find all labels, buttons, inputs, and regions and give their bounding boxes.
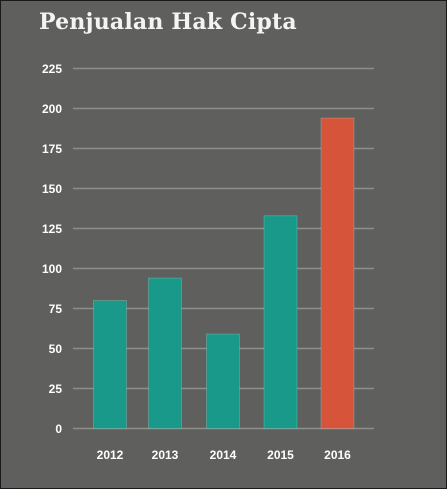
x-tick-label: 2016 xyxy=(324,448,351,462)
bar-2016 xyxy=(320,117,355,429)
y-tick-label: 75 xyxy=(49,302,63,316)
y-tick-label: 25 xyxy=(49,382,63,396)
x-tick-label: 2012 xyxy=(97,448,124,462)
bar-layer xyxy=(93,117,355,430)
bar-2015 xyxy=(263,215,298,429)
y-tick-label: 100 xyxy=(42,262,62,276)
chart-title: Penjualan Hak Cipta xyxy=(39,9,297,35)
bar-2014 xyxy=(206,333,240,430)
x-tick-label: 2013 xyxy=(152,448,179,462)
label-layer: 0 25 50 75 100 125 150 175 200 225 2012 2013 2014 201… xyxy=(42,62,351,462)
y-tick-label: 225 xyxy=(42,62,62,76)
y-tick-label: 150 xyxy=(42,182,62,196)
bar-2012 xyxy=(93,300,127,429)
x-tick-label: 2015 xyxy=(267,448,294,462)
bar-2013 xyxy=(148,277,182,429)
x-tick-label: 2014 xyxy=(210,448,237,462)
y-tick-label: 200 xyxy=(42,102,62,116)
y-tick-label: 125 xyxy=(42,222,62,236)
y-tick-label: 0 xyxy=(55,422,62,436)
y-tick-label: 50 xyxy=(49,342,63,356)
y-tick-label: 175 xyxy=(42,142,62,156)
